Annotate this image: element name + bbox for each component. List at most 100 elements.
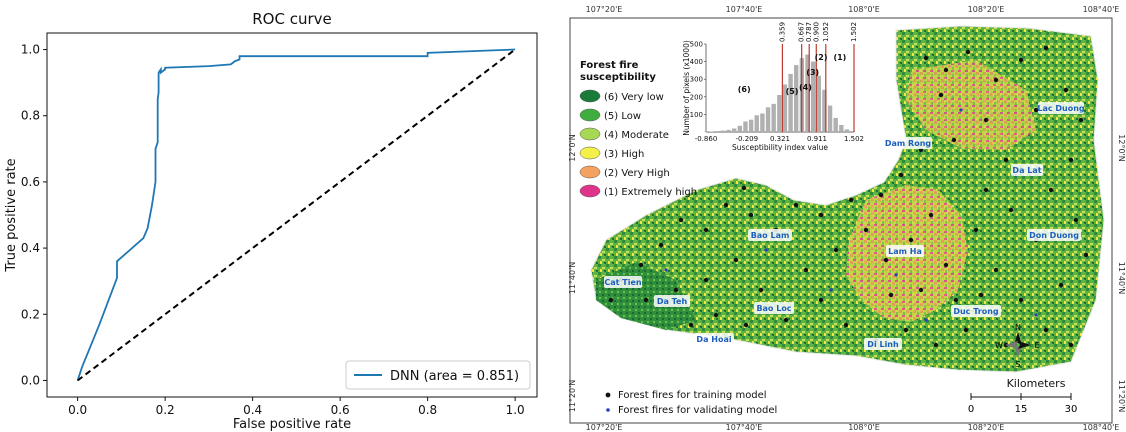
hist-bar (715, 131, 720, 132)
chart-title: ROC curve (252, 10, 332, 28)
hist-bar (810, 61, 816, 132)
hist-bar (720, 130, 726, 132)
x-tick-label: 0.0 (68, 403, 87, 417)
validation-point-marker (606, 408, 610, 412)
left-lat-label: 11°20'N (568, 380, 577, 413)
scale-tick: 0 (968, 404, 974, 415)
legend-title-line1: Forest fire (580, 60, 639, 71)
scale-title: Kilometers (1007, 377, 1066, 390)
class-label: (6) (738, 85, 751, 94)
scale-tick: 30 (1065, 404, 1078, 415)
class-label: (1) (833, 53, 846, 62)
class-label: (5) (786, 87, 799, 96)
y-tick-label: 0.8 (21, 109, 40, 123)
threshold-label: 1.502 (850, 22, 858, 42)
legend-swatch-class (579, 127, 601, 141)
compass-s: S (1015, 360, 1020, 369)
hist-y-tick-label: 100 (690, 111, 703, 119)
compass-rose: N S E W (995, 323, 1039, 369)
fire-points (608, 45, 1089, 348)
place-label-cat-tien: Cat Tien (604, 278, 642, 287)
hist-bar (777, 95, 782, 132)
hist-bar (765, 107, 771, 132)
histogram-inset: 0.359 0.667 0.787 0.900 1.052 1.502 (6) (5) (4) (… (682, 22, 864, 152)
threshold-label: 1.052 (822, 22, 830, 42)
left-lat-label: 11°40'N (568, 262, 577, 295)
hist-y-tick-label: 500 (690, 41, 703, 49)
hist-bar (737, 125, 743, 132)
hist-bar (782, 84, 788, 132)
training-point-marker (605, 392, 611, 398)
legend-class-label: (2) Very High (604, 168, 670, 179)
legend-swatch-class (579, 108, 601, 122)
x-tick-label: 0.4 (243, 403, 262, 417)
right-lat-label: 11°20'N (1117, 380, 1126, 413)
plot-frame (46, 32, 538, 398)
hist-x-tick-label: 1.502 (844, 135, 864, 143)
scale-bar: Kilometers 0 15 30 (968, 377, 1078, 415)
place-label-dam-rong: Dam Rong (885, 139, 932, 148)
hist-bar (827, 105, 833, 132)
hist-x-axis-label: Susceptibility index value (732, 143, 828, 152)
compass-e: E (1034, 341, 1039, 350)
hist-y-tick-label: 300 (690, 76, 703, 84)
susceptibility-map: 107°20'E 107°40'E 108°0'E 108°20'E 108°4… (568, 5, 1126, 432)
high-susceptibility-zone-north (906, 60, 1036, 150)
legend-class-label: (5) Low (604, 111, 641, 122)
hist-bar (839, 124, 844, 132)
hist-bar (794, 65, 799, 132)
y-tick-label: 0.0 (21, 373, 40, 387)
x-tick-label: 0.2 (156, 403, 175, 417)
place-label-da-teh: Da Teh (657, 297, 688, 306)
training-point-label: Forest fires for training model (618, 390, 767, 401)
legend-title-line2: susceptibility (580, 72, 656, 83)
legend-swatch-class (579, 89, 601, 103)
top-lon-label: 108°20'E (968, 5, 1005, 14)
hist-bar (743, 121, 748, 132)
x-tick-label: 0.6 (331, 403, 350, 417)
top-lon-label: 107°20'E (586, 5, 623, 14)
hist-bar (844, 129, 850, 132)
validation-point-label: Forest fires for validating model (618, 405, 777, 416)
legend-class-label: (6) Very low (604, 92, 664, 103)
hist-y-axis-label: Number of pixels (x1000) (682, 40, 691, 136)
bottom-lon-label: 107°40'E (726, 423, 763, 432)
x-tick-label: 1.0 (506, 403, 525, 417)
map-legend: Forest fire susceptibility (6) Very low (… (579, 60, 697, 198)
place-label-don-duong: Don Duong (1029, 231, 1079, 240)
hist-bar (771, 103, 776, 132)
hist-bar (833, 117, 838, 132)
hist-x-tick-label: 0.911 (807, 135, 827, 143)
dnn-roc-line (76, 48, 516, 381)
legend-swatch-class (579, 184, 601, 198)
chart-legend: DNN (area = 0.851) (345, 360, 531, 390)
place-label-da-hoai: Da Hoai (696, 335, 731, 344)
hist-x-tick-label: -0.860 (695, 135, 718, 143)
top-lon-label: 108°40'E (1083, 5, 1120, 14)
legend-box (345, 360, 531, 390)
legend-class-label: (4) Moderate (604, 130, 669, 141)
y-axis-label: True positive rate (4, 158, 19, 272)
hist-bar (822, 89, 827, 132)
threshold-label: 0.359 (778, 22, 786, 42)
chance-diagonal-line (76, 48, 516, 382)
threshold-label: 0.787 (805, 22, 813, 42)
hist-bar (805, 54, 810, 133)
hist-bar (816, 75, 821, 132)
bottom-lon-label: 108°20'E (968, 423, 1005, 432)
place-label-da-lat: Da Lat (1012, 166, 1041, 175)
bottom-lon-label: 107°20'E (586, 423, 623, 432)
hist-bar (754, 115, 759, 132)
hist-y-tick-label: 200 (690, 93, 703, 101)
legend-class-label: (1) Extremely high (604, 187, 697, 198)
hist-bar (850, 131, 855, 132)
y-tick-label: 0.2 (21, 307, 40, 321)
left-lat-label: 12°0'N (568, 134, 577, 161)
x-axis-label: False positive rate (233, 417, 351, 432)
y-tick-label: 1.0 (21, 43, 40, 57)
scale-tick: 15 (1015, 404, 1028, 415)
right-lat-label: 12°0'N (1117, 134, 1126, 161)
compass-n: N (1015, 323, 1021, 332)
threshold-label: 0.667 (798, 22, 806, 42)
place-label-lac-duong: Lac Duong (1037, 104, 1085, 113)
